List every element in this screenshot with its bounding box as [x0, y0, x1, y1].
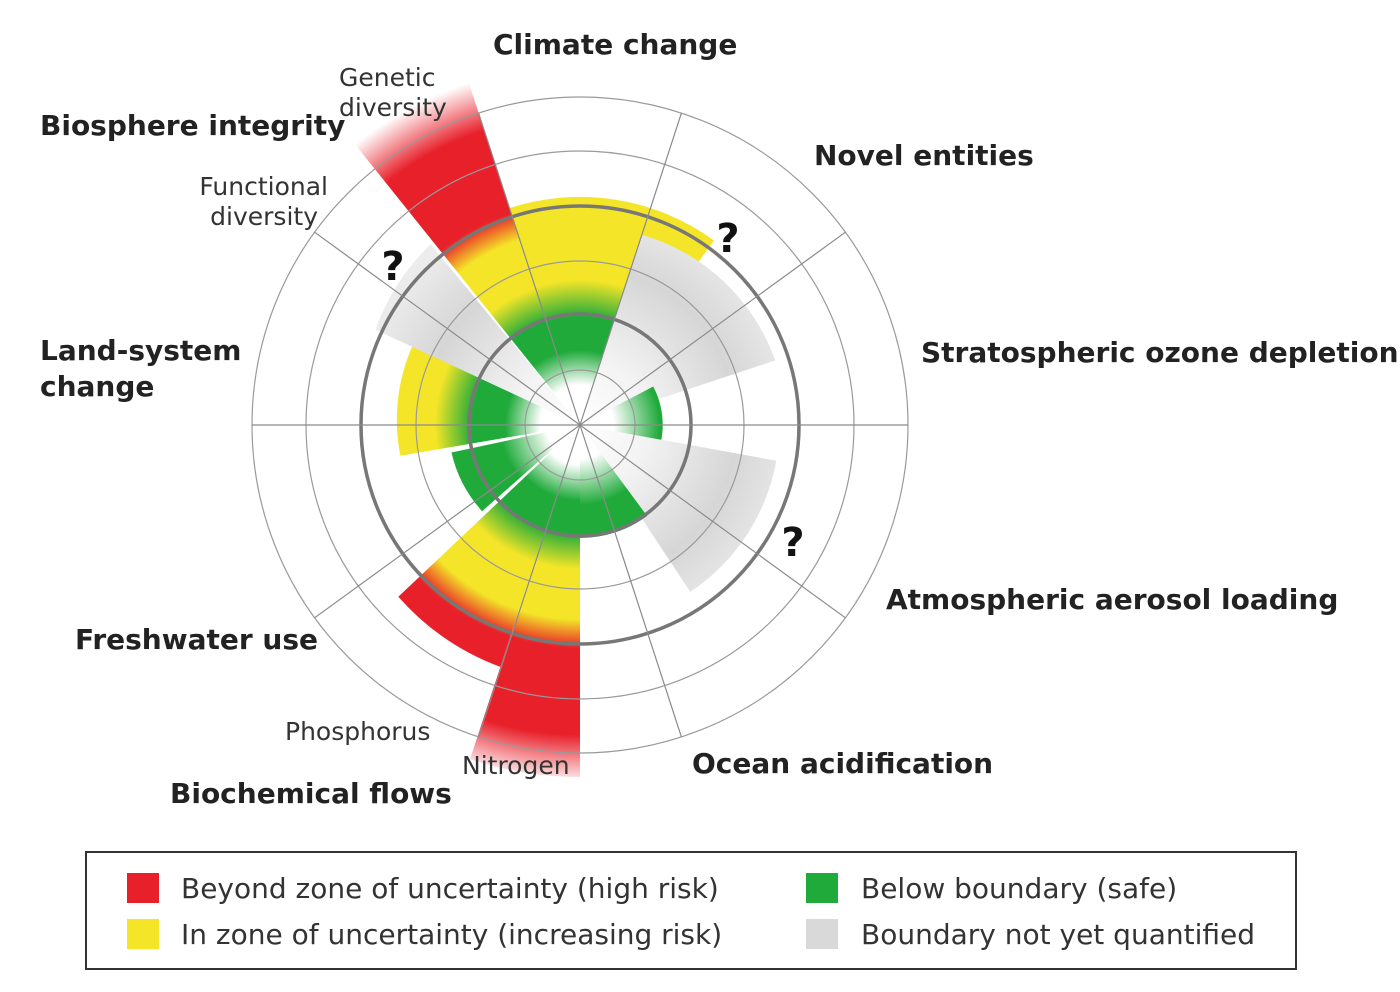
legend-swatch-high-risk: [127, 873, 159, 903]
question-mark-aerosol-loading: ?: [781, 520, 804, 566]
label-novel-entities: Novel entities: [814, 139, 1034, 172]
question-mark-functional-diversity: ?: [381, 244, 404, 290]
wedge-aerosol-loading: [580, 425, 777, 592]
sublabel-genetic-line1: Genetic: [339, 63, 435, 92]
wedge-genetic-diversity: [352, 79, 580, 425]
legend-label-not-quantified: Boundary not yet quantified: [861, 918, 1255, 951]
spoke-6: [579, 424, 682, 738]
radial-spokes: [252, 112, 908, 738]
label-land-system-line1: Land-system: [40, 334, 241, 367]
wedge-ocean-acidification: [580, 425, 648, 539]
wedge-phosphorus: [398, 425, 580, 667]
question-mark-novel-entities: ?: [716, 216, 739, 262]
sublabel-nitrogen: Nitrogen: [462, 751, 570, 780]
spoke-10: [314, 231, 581, 426]
legend-label-safe: Below boundary (safe): [861, 872, 1177, 905]
legend-swatch-increasing-risk: [127, 919, 159, 949]
label-biosphere-integrity: Biosphere integrity: [40, 109, 345, 142]
sublabel-genetic-line2: diversity: [339, 93, 447, 122]
sublabel-functional-line2: diversity: [210, 202, 318, 231]
label-biochemical-flows: Biochemical flows: [170, 777, 452, 810]
legend-frame: [85, 851, 1297, 970]
spoke-1: [478, 112, 581, 426]
spoke-5: [579, 424, 846, 619]
spoke-7: [478, 424, 581, 738]
legend-swatch-safe: [806, 873, 838, 903]
label-freshwater-use: Freshwater use: [75, 623, 318, 656]
sublabel-phosphorus: Phosphorus: [285, 717, 430, 746]
wedge-freshwater-use: [451, 425, 580, 512]
label-stratospheric-ozone: Stratospheric ozone depletion: [921, 336, 1399, 369]
label-aerosol-loading: Atmospheric aerosol loading: [886, 583, 1338, 616]
sublabel-functional-line1: Functional: [199, 172, 328, 201]
spoke-8: [314, 424, 581, 619]
legend-swatch-not-quantified: [806, 919, 838, 949]
wedge-novel-entities: [580, 234, 776, 425]
boundary-wedges: [352, 79, 777, 777]
legend-label-increasing-risk: In zone of uncertainty (increasing risk): [181, 918, 722, 951]
wedge-nitrogen: [470, 425, 580, 777]
spoke-3: [579, 231, 846, 426]
legend: Beyond zone of uncertainty (high risk) I…: [85, 851, 1297, 970]
spoke-2: [579, 112, 682, 426]
label-climate-change: Climate change: [493, 28, 737, 61]
label-land-system-line2: change: [40, 370, 154, 403]
label-ocean-acidification: Ocean acidification: [692, 747, 993, 780]
legend-label-high-risk: Beyond zone of uncertainty (high risk): [181, 872, 719, 905]
wedge-functional-diversity: [375, 244, 580, 425]
